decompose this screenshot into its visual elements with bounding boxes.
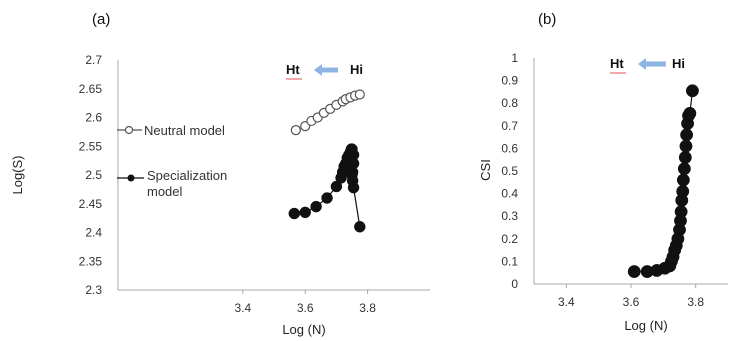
panel-b-y-tick-label: 0.6 <box>501 141 518 155</box>
panel-b: (b) 1 0.9 0.8 0.7 0.6 0.5 0.4 0.3 0.2 0.1 0 3.4 3.6… <box>478 11 728 333</box>
legend-neutral-label: Neutral model <box>144 123 225 138</box>
panel-a-series-0-point <box>290 125 301 136</box>
panel-a-x-tick-label: 3.4 <box>234 301 251 315</box>
panel-a-x-tick-label: 3.8 <box>359 301 376 315</box>
panel-b-y-axis-title: CSI <box>478 159 493 181</box>
legend-specialization-label-2: model <box>147 184 183 199</box>
panel-a-legend: Neutral model Specialization model <box>117 123 227 199</box>
panel-a-y-tick-label: 2.65 <box>79 82 103 96</box>
legend-specialization-marker <box>127 174 135 182</box>
panel-a: (a) 2.72.652.62.552.52.452.42.352.3 3.4 3… <box>10 11 430 337</box>
panel-a-x-tick-label: 3.6 <box>297 301 314 315</box>
panel-b-y-tick-label: 0.4 <box>501 187 518 201</box>
panel-b-y-tick-label: 0.2 <box>501 232 518 246</box>
panel-a-series-1-point <box>299 206 311 219</box>
panel-b-series-0-point <box>676 184 690 198</box>
panel-a-series-0-point <box>354 89 365 100</box>
panel-b-x-tick-label: 3.8 <box>687 295 704 309</box>
panel-a-annotation: Ht Hi <box>286 62 363 80</box>
panel-a-series-1-point <box>321 192 333 204</box>
panel-b-series-0-point <box>674 205 688 219</box>
panel-b-y-ticks: 1 0.9 0.8 0.7 0.6 0.5 0.4 0.3 0.2 0.1 0 <box>501 51 518 291</box>
panel-b-annot-ht: Ht <box>610 56 624 71</box>
panel-b-plot-area <box>627 84 699 279</box>
panel-a-x-axis-title: Log (N) <box>282 322 325 337</box>
panel-b-annot-hi: Hi <box>672 56 685 71</box>
panel-b-series-0-point <box>679 139 693 153</box>
panel-b-y-tick-label: 0.1 <box>501 254 518 268</box>
panel-a-series-1-point <box>347 181 360 194</box>
panel-a-series-1-point <box>288 207 301 220</box>
panel-b-y-tick-label: 0 <box>511 277 518 291</box>
panel-b-y-tick-label: 0.9 <box>501 74 518 88</box>
panel-a-plot-area <box>288 89 366 233</box>
panel-b-series-0-point <box>677 162 691 176</box>
panel-a-x-ticks: 3.4 3.6 3.8 <box>234 290 376 315</box>
panel-a-y-ticks: 2.7 2.65 2.6 2.55 2.5 2.45 2.4 2.35 2.3 <box>79 53 103 297</box>
panel-b-series-0-point <box>678 150 692 164</box>
panel-a-y-tick-label: 2.35 <box>79 254 103 268</box>
panel-a-y-tick-label: 2.3 <box>85 283 102 297</box>
legend-neutral-marker <box>124 125 134 135</box>
panel-a-y-tick-label: 2.7 <box>85 53 102 67</box>
panel-b-y-tick-label: 0.3 <box>501 209 518 223</box>
panel-a-series-1-point <box>354 221 366 233</box>
panel-b-left-arrow-icon <box>638 58 666 70</box>
panel-b-y-tick-label: 1 <box>511 51 518 65</box>
panel-b-x-tick-label: 3.6 <box>623 295 640 309</box>
panel-b-y-tick-label: 0.7 <box>501 119 518 133</box>
panel-b-x-axis-title: Log (N) <box>624 318 667 333</box>
panel-a-annot-ht: Ht <box>286 62 300 77</box>
panel-a-series-1-point <box>310 200 322 213</box>
panel-a-annot-hi: Hi <box>350 62 363 77</box>
panel-a-y-tick-label: 2.6 <box>85 111 102 125</box>
panel-b-x-tick-label: 3.4 <box>558 295 575 309</box>
panel-a-left-arrow-icon <box>314 64 338 76</box>
panel-b-y-tick-label: 0.8 <box>501 96 518 110</box>
panel-b-series-0-point <box>683 106 697 120</box>
legend-specialization-label-1: Specialization <box>147 168 227 183</box>
panel-b-series-0-point <box>627 265 641 279</box>
panel-b-series-0-point <box>676 173 690 187</box>
panel-b-label: (b) <box>538 11 556 28</box>
panel-a-y-tick-label: 2.4 <box>85 226 102 240</box>
panel-b-x-ticks: 3.4 3.6 3.8 <box>558 284 704 309</box>
panel-b-series-0-point <box>680 128 694 142</box>
panel-b-series-0-point <box>685 84 699 98</box>
panel-a-y-axis-title: Log(S) <box>10 155 25 194</box>
panel-a-label: (a) <box>92 11 110 28</box>
panel-b-y-tick-label: 0.5 <box>501 164 518 178</box>
panel-a-y-tick-label: 2.55 <box>79 139 103 153</box>
panel-b-annotation: Ht Hi <box>610 56 685 74</box>
panel-a-y-tick-label: 2.5 <box>85 168 102 182</box>
panel-a-y-tick-label: 2.45 <box>79 197 103 211</box>
